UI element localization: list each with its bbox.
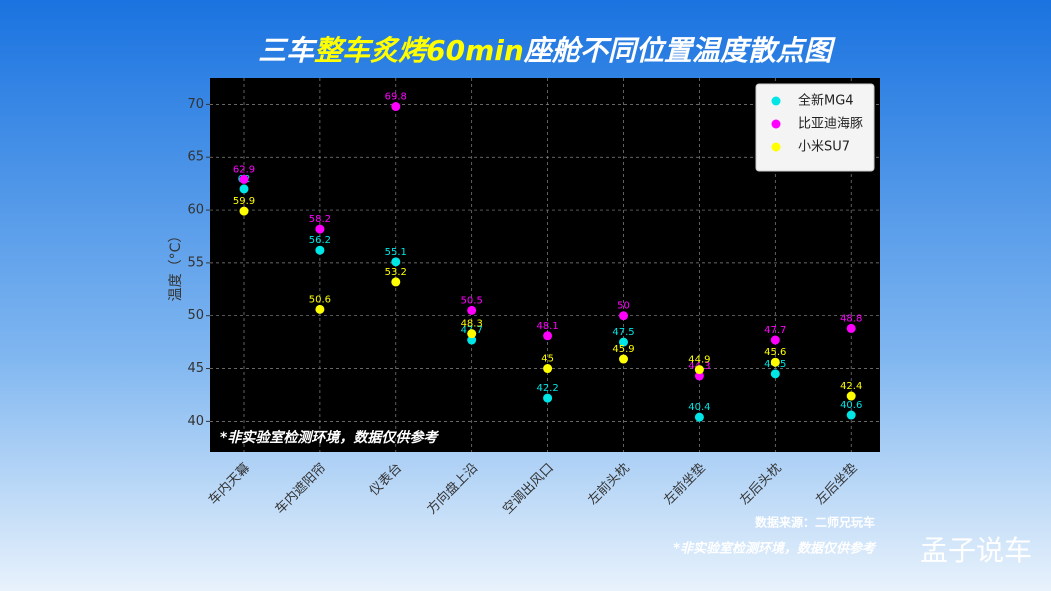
data-label: 48.8 (840, 313, 862, 324)
legend-label: 比亚迪海豚 (798, 117, 863, 132)
source: 数据来源：二师兄玩车 (755, 515, 875, 530)
data-label: 45.9 (612, 344, 634, 355)
legend-box (755, 83, 875, 172)
data-label: 56.2 (309, 235, 331, 246)
point (467, 335, 477, 345)
legend-marker (771, 142, 781, 152)
point (619, 311, 628, 321)
point (619, 337, 628, 347)
legend-marker (771, 96, 781, 106)
y-tick-label: 65 (187, 150, 204, 165)
title-part: 三车 (258, 34, 318, 67)
point (391, 277, 401, 287)
y-tick-label: 70 (187, 97, 204, 112)
point (543, 393, 553, 403)
point (467, 305, 477, 315)
data-label: 45.6 (764, 347, 786, 358)
annotation: *非实验室检测环境，数据仅供参考 (220, 429, 439, 446)
point (543, 364, 553, 374)
data-label: 40.6 (840, 400, 862, 411)
title-part: 整车炙烤60min (314, 34, 524, 67)
marks: 6256.255.147.742.247.540.444.540.662.958… (233, 92, 862, 422)
point (619, 354, 628, 364)
point (770, 335, 780, 345)
point (694, 412, 704, 422)
data-label: 44.9 (688, 355, 710, 366)
y-tick-label: 45 (187, 361, 204, 376)
point (770, 357, 780, 367)
data-label: 59.9 (233, 196, 255, 207)
data-label: 45 (541, 354, 554, 365)
point (694, 371, 704, 381)
point (391, 257, 401, 267)
y-tick-label: 50 (187, 308, 204, 323)
point (315, 224, 325, 234)
point (239, 174, 249, 184)
data-label: 48.3 (461, 319, 483, 330)
chart-title: 三车整车炙烤60min座舱不同位置温度散点图 (258, 34, 836, 67)
point (543, 331, 553, 341)
data-label: 62.9 (233, 164, 255, 175)
point (239, 184, 249, 194)
point (391, 102, 401, 112)
point (770, 369, 780, 379)
legend-marker (771, 119, 781, 129)
data-label: 50.5 (461, 295, 483, 306)
legend-label: 小米SU7 (798, 140, 850, 155)
data-label: 48.1 (536, 321, 558, 332)
y-tick-label: 60 (187, 203, 204, 218)
point (315, 304, 325, 314)
data-label: 47.5 (612, 327, 634, 338)
watermark: 孟子说车 (920, 534, 1032, 567)
data-label: 42.4 (840, 381, 862, 392)
data-label: 50 (617, 301, 630, 312)
point (467, 329, 477, 339)
point (694, 365, 704, 375)
data-label: 50.6 (309, 294, 331, 305)
y-tick-label: 55 (187, 255, 204, 270)
point (239, 206, 249, 216)
title-part: 座舱不同位置温度散点图 (523, 34, 836, 67)
data-label: 53.2 (385, 267, 407, 278)
point (846, 391, 856, 401)
point (315, 245, 325, 255)
legend-label: 全新MG4 (798, 93, 854, 109)
y-axis-label: 温度（°C） (168, 229, 184, 302)
data-label: 42.2 (536, 383, 558, 394)
data-label: 55.1 (385, 247, 407, 258)
point (846, 323, 856, 333)
footnote: *非实验室检测环境，数据仅供参考 (673, 541, 877, 557)
data-label: 47.7 (764, 325, 786, 336)
point (846, 410, 856, 420)
y-tick-label: 40 (187, 414, 204, 429)
data-label: 40.4 (688, 402, 710, 413)
data-label: 58.2 (309, 214, 331, 225)
data-label: 69.8 (385, 92, 407, 103)
